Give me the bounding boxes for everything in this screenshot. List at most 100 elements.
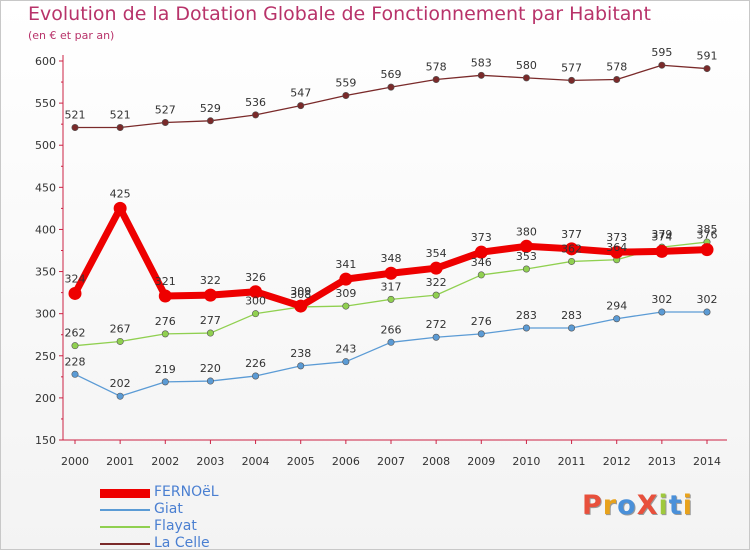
legend-label: FERNOëL [154, 484, 219, 500]
data-label: 569 [381, 68, 402, 81]
data-point [703, 308, 711, 316]
data-label: 354 [426, 247, 447, 260]
data-point [568, 257, 576, 265]
legend-label: La Celle [154, 535, 210, 551]
legend-swatch [100, 508, 150, 511]
proxiti-logo: ProXiti [582, 490, 693, 521]
data-label: 272 [426, 318, 447, 331]
y-tick-label: 550 [35, 97, 56, 110]
y-tick-label: 500 [35, 139, 56, 152]
data-label: 219 [155, 363, 176, 376]
logo-letter: i [658, 490, 669, 521]
data-point [113, 201, 127, 215]
data-label: 583 [471, 56, 492, 69]
y-tick-label: 350 [35, 266, 56, 279]
x-tick-label: 2005 [287, 455, 315, 468]
data-point [161, 378, 169, 386]
data-point [613, 76, 621, 84]
data-point [294, 299, 308, 313]
y-tick-label: 450 [35, 181, 56, 194]
data-point [206, 377, 214, 385]
legend-label: Flayat [154, 518, 197, 534]
data-point [387, 295, 395, 303]
data-label: 380 [516, 225, 537, 238]
data-point [161, 118, 169, 126]
x-tick-label: 2006 [332, 455, 360, 468]
x-tick-label: 2004 [242, 455, 270, 468]
x-tick-label: 2014 [693, 455, 721, 468]
data-label: 577 [561, 61, 582, 74]
data-point [161, 330, 169, 338]
data-label: 578 [606, 61, 627, 74]
data-point [71, 342, 79, 350]
data-label: 536 [245, 96, 266, 109]
data-point [429, 261, 443, 275]
data-label: 326 [245, 271, 266, 284]
data-point [522, 324, 530, 332]
data-point [252, 111, 260, 119]
data-point [252, 310, 260, 318]
y-tick-label: 600 [35, 55, 56, 68]
x-tick-label: 2003 [196, 455, 224, 468]
x-tick-label: 2009 [467, 455, 495, 468]
data-point [613, 315, 621, 323]
logo-letter: i [682, 490, 693, 521]
series-points [68, 61, 714, 400]
data-label: 283 [516, 309, 537, 322]
data-label: 580 [516, 59, 537, 72]
data-point [522, 265, 530, 273]
logo-letter: t [668, 490, 683, 521]
data-label: 521 [65, 109, 86, 122]
data-point [206, 329, 214, 337]
chart-subtitle: (en € et par an) [28, 29, 115, 42]
data-label: 591 [697, 50, 718, 63]
data-point [71, 370, 79, 378]
data-point [116, 337, 124, 345]
data-point [206, 117, 214, 125]
y-tick-label: 400 [35, 223, 56, 236]
data-point [387, 338, 395, 346]
data-point [658, 308, 666, 316]
y-tick-label: 200 [35, 392, 56, 405]
data-label: 353 [516, 250, 537, 263]
data-point [252, 372, 260, 380]
data-label: 294 [606, 300, 627, 313]
data-label: 379 [651, 228, 672, 241]
data-label: 302 [651, 293, 672, 306]
logo-letter: P [582, 490, 603, 521]
data-point [568, 324, 576, 332]
data-label: 276 [155, 315, 176, 328]
data-point [655, 244, 669, 258]
legend-swatch [100, 525, 150, 528]
data-point [339, 272, 353, 286]
data-label: 283 [561, 309, 582, 322]
data-label: 300 [245, 295, 266, 308]
data-point [203, 288, 217, 302]
data-point [158, 289, 172, 303]
x-tick-label: 2001 [106, 455, 134, 468]
data-point [703, 65, 711, 73]
data-label: 202 [110, 377, 131, 390]
data-point [342, 302, 350, 310]
x-tick-label: 2008 [422, 455, 450, 468]
legend-swatch [100, 542, 150, 545]
data-label: 527 [155, 103, 176, 116]
data-point [700, 243, 714, 257]
data-label: 243 [335, 343, 356, 356]
data-label: 559 [335, 77, 356, 90]
x-tick-label: 2012 [603, 455, 631, 468]
data-label: 324 [65, 272, 86, 285]
logo-letter: r [602, 490, 618, 521]
data-point [522, 74, 530, 82]
x-tick-label: 2002 [151, 455, 179, 468]
data-label: 308 [290, 288, 311, 301]
data-label: 277 [200, 314, 221, 327]
data-label: 578 [426, 61, 447, 74]
data-label: 376 [697, 229, 718, 242]
legend-swatch [100, 488, 150, 498]
data-point [249, 285, 263, 299]
data-point [568, 76, 576, 84]
data-label: 521 [110, 109, 131, 122]
data-point [432, 291, 440, 299]
data-point [474, 245, 488, 259]
